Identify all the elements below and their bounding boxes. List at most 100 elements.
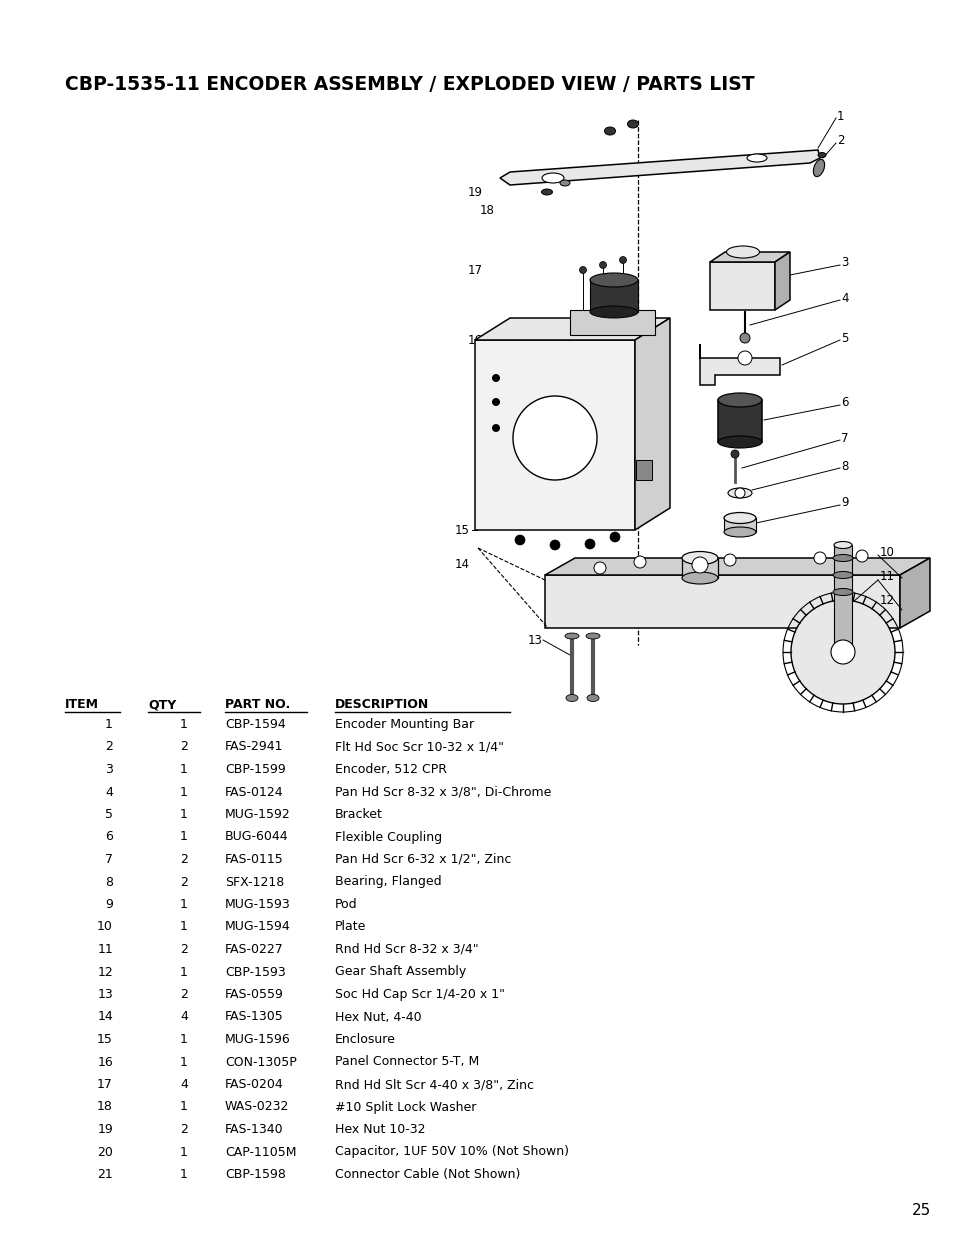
- Text: CBP-1599: CBP-1599: [225, 763, 286, 776]
- Bar: [589, 280, 638, 312]
- Circle shape: [492, 424, 499, 432]
- Circle shape: [584, 538, 595, 550]
- Text: 3: 3: [105, 763, 112, 776]
- Ellipse shape: [586, 694, 598, 701]
- Text: 8: 8: [105, 876, 112, 888]
- Ellipse shape: [726, 246, 759, 258]
- Text: CBP-1593: CBP-1593: [225, 966, 286, 978]
- Text: BUG-6044: BUG-6044: [225, 830, 289, 844]
- Ellipse shape: [832, 589, 852, 595]
- Text: 1: 1: [180, 1146, 188, 1158]
- Text: Pan Hd Scr 6-32 x 1/2", Zinc: Pan Hd Scr 6-32 x 1/2", Zinc: [335, 853, 511, 866]
- Polygon shape: [569, 310, 655, 335]
- Text: 18: 18: [479, 204, 495, 216]
- Text: 5: 5: [841, 331, 847, 345]
- Polygon shape: [899, 558, 929, 629]
- Text: Encoder, 512 CPR: Encoder, 512 CPR: [335, 763, 447, 776]
- Text: 11: 11: [97, 944, 112, 956]
- Text: MUG-1593: MUG-1593: [225, 898, 291, 911]
- Text: 2: 2: [105, 741, 112, 753]
- Text: QTY: QTY: [148, 698, 176, 711]
- Text: #10 Split Lock Washer: #10 Split Lock Washer: [335, 1100, 476, 1114]
- Circle shape: [492, 398, 499, 406]
- Text: Plate: Plate: [335, 920, 366, 934]
- Circle shape: [730, 450, 739, 458]
- Text: 19: 19: [468, 185, 482, 199]
- Text: 6: 6: [841, 396, 847, 410]
- Text: CAP-1105M: CAP-1105M: [225, 1146, 296, 1158]
- Text: MUG-1596: MUG-1596: [225, 1032, 291, 1046]
- Text: 1: 1: [180, 898, 188, 911]
- Text: 9: 9: [841, 496, 847, 510]
- Text: 1: 1: [180, 966, 188, 978]
- Text: 19: 19: [97, 1123, 112, 1136]
- Text: 13: 13: [527, 634, 542, 646]
- Text: 1: 1: [180, 830, 188, 844]
- Text: 2: 2: [180, 944, 188, 956]
- Text: FAS-1305: FAS-1305: [225, 1010, 283, 1024]
- Text: 14: 14: [97, 1010, 112, 1024]
- Text: SFX-1218: SFX-1218: [225, 876, 284, 888]
- Circle shape: [855, 550, 867, 562]
- Text: 7: 7: [841, 431, 847, 445]
- Text: 13: 13: [97, 988, 112, 1002]
- Ellipse shape: [565, 694, 578, 701]
- Bar: [636, 459, 651, 480]
- Text: Flt Hd Soc Scr 10-32 x 1/4": Flt Hd Soc Scr 10-32 x 1/4": [335, 741, 503, 753]
- Text: 7: 7: [105, 853, 112, 866]
- Text: Hex Nut, 4-40: Hex Nut, 4-40: [335, 1010, 421, 1024]
- Circle shape: [740, 333, 749, 343]
- Text: MUG-1592: MUG-1592: [225, 808, 291, 821]
- Text: Hex Nut 10-32: Hex Nut 10-32: [335, 1123, 425, 1136]
- Polygon shape: [544, 576, 899, 629]
- Text: FAS-1340: FAS-1340: [225, 1123, 283, 1136]
- Circle shape: [634, 556, 645, 568]
- Ellipse shape: [604, 127, 615, 135]
- Text: CBP-1594: CBP-1594: [225, 718, 286, 731]
- Ellipse shape: [681, 572, 718, 584]
- Circle shape: [513, 396, 597, 480]
- Circle shape: [738, 351, 751, 366]
- Text: Bearing, Flanged: Bearing, Flanged: [335, 876, 441, 888]
- Ellipse shape: [817, 152, 825, 158]
- Text: 1: 1: [105, 718, 112, 731]
- Text: 17: 17: [468, 263, 482, 277]
- Text: FAS-0227: FAS-0227: [225, 944, 283, 956]
- Text: 2: 2: [180, 988, 188, 1002]
- Polygon shape: [635, 317, 669, 530]
- Circle shape: [618, 257, 626, 263]
- Circle shape: [609, 532, 619, 542]
- Text: 6: 6: [105, 830, 112, 844]
- Ellipse shape: [723, 527, 755, 537]
- Circle shape: [594, 562, 605, 574]
- Text: 16: 16: [468, 333, 482, 347]
- Ellipse shape: [681, 552, 718, 564]
- Circle shape: [578, 267, 586, 273]
- Text: 1: 1: [180, 785, 188, 799]
- Text: FAS-0115: FAS-0115: [225, 853, 283, 866]
- Text: 17: 17: [97, 1078, 112, 1091]
- Ellipse shape: [832, 555, 852, 562]
- Text: 1: 1: [180, 808, 188, 821]
- Circle shape: [830, 640, 854, 664]
- Text: CBP-1535-11 ENCODER ASSEMBLY / EXPLODED VIEW / PARTS LIST: CBP-1535-11 ENCODER ASSEMBLY / EXPLODED …: [65, 75, 754, 94]
- Bar: [833, 545, 851, 653]
- Text: FAS-2941: FAS-2941: [225, 741, 283, 753]
- Text: Gear Shaft Assembly: Gear Shaft Assembly: [335, 966, 466, 978]
- Text: 1: 1: [180, 1032, 188, 1046]
- Text: 14: 14: [455, 558, 470, 572]
- Text: 10: 10: [97, 920, 112, 934]
- Circle shape: [734, 488, 744, 498]
- Text: 12: 12: [879, 594, 894, 606]
- Ellipse shape: [833, 541, 851, 548]
- Polygon shape: [499, 149, 820, 185]
- Text: 9: 9: [105, 898, 112, 911]
- Text: 18: 18: [97, 1100, 112, 1114]
- Circle shape: [790, 600, 894, 704]
- Text: Soc Hd Cap Scr 1/4-20 x 1": Soc Hd Cap Scr 1/4-20 x 1": [335, 988, 504, 1002]
- Text: 2: 2: [180, 741, 188, 753]
- Text: WAS-0232: WAS-0232: [225, 1100, 289, 1114]
- Text: 1: 1: [180, 718, 188, 731]
- Text: 4: 4: [180, 1010, 188, 1024]
- Ellipse shape: [541, 189, 552, 195]
